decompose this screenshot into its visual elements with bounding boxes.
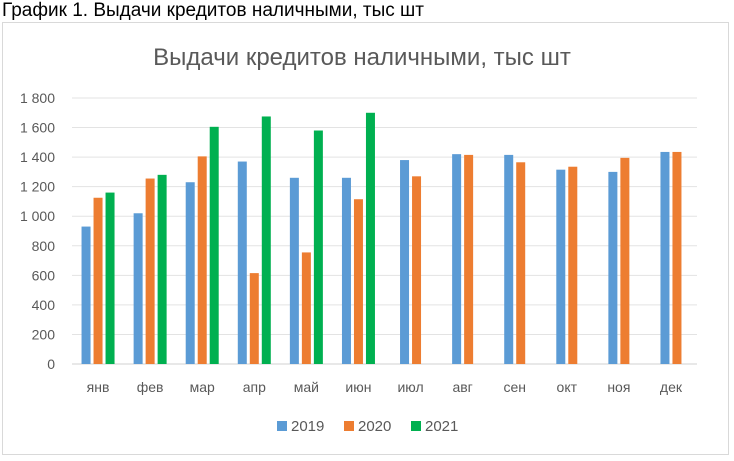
x-tick-label: июл (397, 379, 423, 395)
gridlines (72, 97, 697, 365)
x-tick-label: май (294, 379, 319, 395)
legend-label-2020: 2020 (358, 418, 391, 435)
bar-2020-мар (197, 156, 207, 364)
x-tick-label: ноя (607, 379, 630, 395)
y-tick-label: 1 200 (20, 179, 55, 195)
x-tick-label: окт (557, 379, 578, 395)
y-tick-label: 1 400 (20, 149, 55, 165)
x-tick-label: янв (87, 379, 110, 395)
bar-2019-май (289, 177, 299, 364)
bar-2019-окт (556, 169, 566, 364)
x-tick-label: мар (190, 379, 215, 395)
bar-2020-июл (412, 176, 422, 364)
bar-2021-июн (365, 112, 375, 365)
bar-2020-янв (93, 197, 103, 364)
legend: 2019 2020 2021 (277, 418, 458, 435)
chart-title: Выдачи кредитов наличными, тыс шт (153, 44, 571, 71)
bar-2020-дек (672, 151, 682, 364)
y-tick-label: 1 000 (20, 208, 55, 224)
x-tick-label: июн (345, 379, 371, 395)
bar-2019-мар (185, 182, 195, 364)
legend-label-2019: 2019 (291, 418, 324, 435)
y-tick-label: 200 (32, 326, 56, 342)
x-tick-label: авг (452, 379, 472, 395)
y-tick-label: 0 (47, 356, 55, 372)
legend-label-2021: 2021 (425, 418, 458, 435)
x-tick-label: сен (503, 379, 526, 395)
legend-swatch-2019 (277, 421, 287, 431)
y-tick-label: 800 (32, 238, 56, 254)
x-tick-label: апр (243, 379, 266, 395)
chart-frame (2, 22, 729, 455)
x-tick-label: дек (660, 379, 683, 395)
bar-2020-авг (464, 154, 474, 364)
bar-2021-фев (157, 174, 167, 364)
x-tick-label: фев (137, 379, 164, 395)
bar-2019-июн (341, 177, 351, 364)
bar-2020-окт (568, 166, 578, 364)
bar-2019-авг (452, 154, 462, 364)
y-tick-label: 600 (32, 267, 56, 283)
bar-2019-дек (660, 151, 670, 364)
bar-2021-май (313, 130, 323, 364)
x-axis-ticks: янв фев мар апр май июн июл авг сен окт ноя дек (87, 379, 683, 395)
bar-2020-ноя (620, 157, 630, 364)
bar-2019-ноя (608, 171, 618, 364)
figure-caption: График 1. Выдачи кредитов наличными, тыс… (2, 0, 424, 21)
bar-2020-сен (516, 162, 526, 364)
bars (81, 112, 682, 365)
y-tick-label: 400 (32, 297, 56, 313)
legend-swatch-2021 (411, 421, 421, 431)
bar-2019-фев (133, 213, 143, 364)
bar-2021-янв (105, 192, 115, 364)
bar-2020-фев (145, 178, 155, 364)
y-tick-label: 1 800 (20, 90, 55, 106)
y-axis-ticks: 0 200 400 600 800 1 000 1 200 1 400 1 600 1 800 (20, 90, 55, 372)
bar-2021-апр (261, 116, 271, 364)
legend-swatch-2020 (344, 421, 354, 431)
bar-2020-май (301, 252, 311, 364)
bar-2020-июн (353, 199, 363, 364)
bar-2019-янв (81, 226, 91, 364)
bar-2019-июл (400, 160, 410, 364)
bar-2019-апр (237, 161, 247, 364)
bar-2019-сен (504, 154, 514, 364)
bar-2020-апр (249, 273, 259, 364)
bar-2021-мар (209, 126, 219, 364)
y-tick-label: 1 600 (20, 120, 55, 136)
